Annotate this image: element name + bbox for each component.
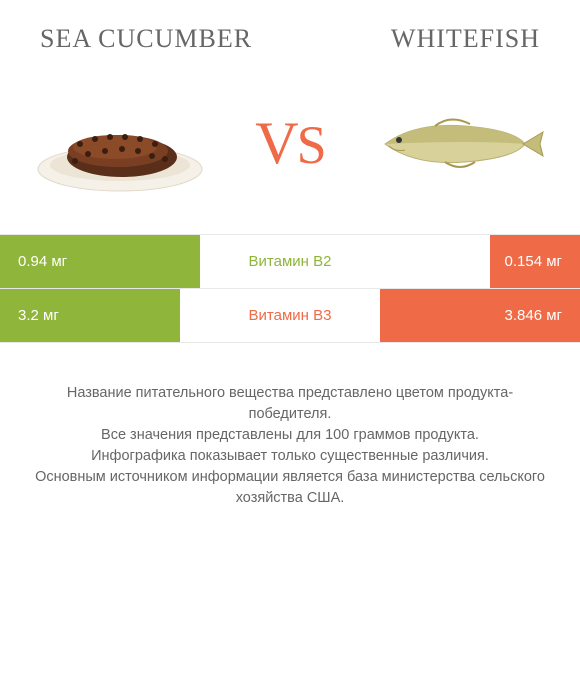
- right-value: 0.154 мг: [505, 253, 563, 270]
- vs-label: VS: [255, 109, 324, 178]
- nutrient-table: 0.94 мг Витамин B2 0.154 мг 3.2 мг Витамин B…: [0, 234, 580, 343]
- images-row: VS: [0, 64, 580, 234]
- whitefish-icon: [375, 104, 545, 184]
- right-value-cell: 0.154 мг: [380, 234, 580, 288]
- left-title: Sea cucumber: [40, 24, 252, 54]
- nutrient-name: Витамин B3: [200, 288, 380, 342]
- left-value-cell: 3.2 мг: [0, 288, 200, 342]
- header: Sea cucumber Whitefish: [0, 0, 580, 64]
- right-value: 3.846 мг: [505, 307, 563, 324]
- right-image: [370, 84, 550, 204]
- left-image: [30, 84, 210, 204]
- right-title: Whitefish: [391, 24, 540, 54]
- right-value-cell: 3.846 мг: [380, 288, 580, 342]
- table-row: 0.94 мг Витамин B2 0.154 мг: [0, 234, 580, 288]
- left-value-cell: 0.94 мг: [0, 234, 200, 288]
- footer-line: Инфографика показывает только существенн…: [28, 446, 552, 467]
- left-value: 0.94 мг: [18, 253, 67, 270]
- table-row: 3.2 мг Витамин B3 3.846 мг: [0, 288, 580, 342]
- footer-text: Название питательного вещества представл…: [0, 343, 580, 509]
- left-value: 3.2 мг: [18, 307, 59, 324]
- footer-line: Основным источником информации является …: [28, 467, 552, 509]
- footer-line: Название питательного вещества представл…: [28, 383, 552, 425]
- footer-line: Все значения представлены для 100 граммо…: [28, 425, 552, 446]
- sea-cucumber-icon: [30, 89, 210, 199]
- nutrient-name: Витамин B2: [200, 234, 380, 288]
